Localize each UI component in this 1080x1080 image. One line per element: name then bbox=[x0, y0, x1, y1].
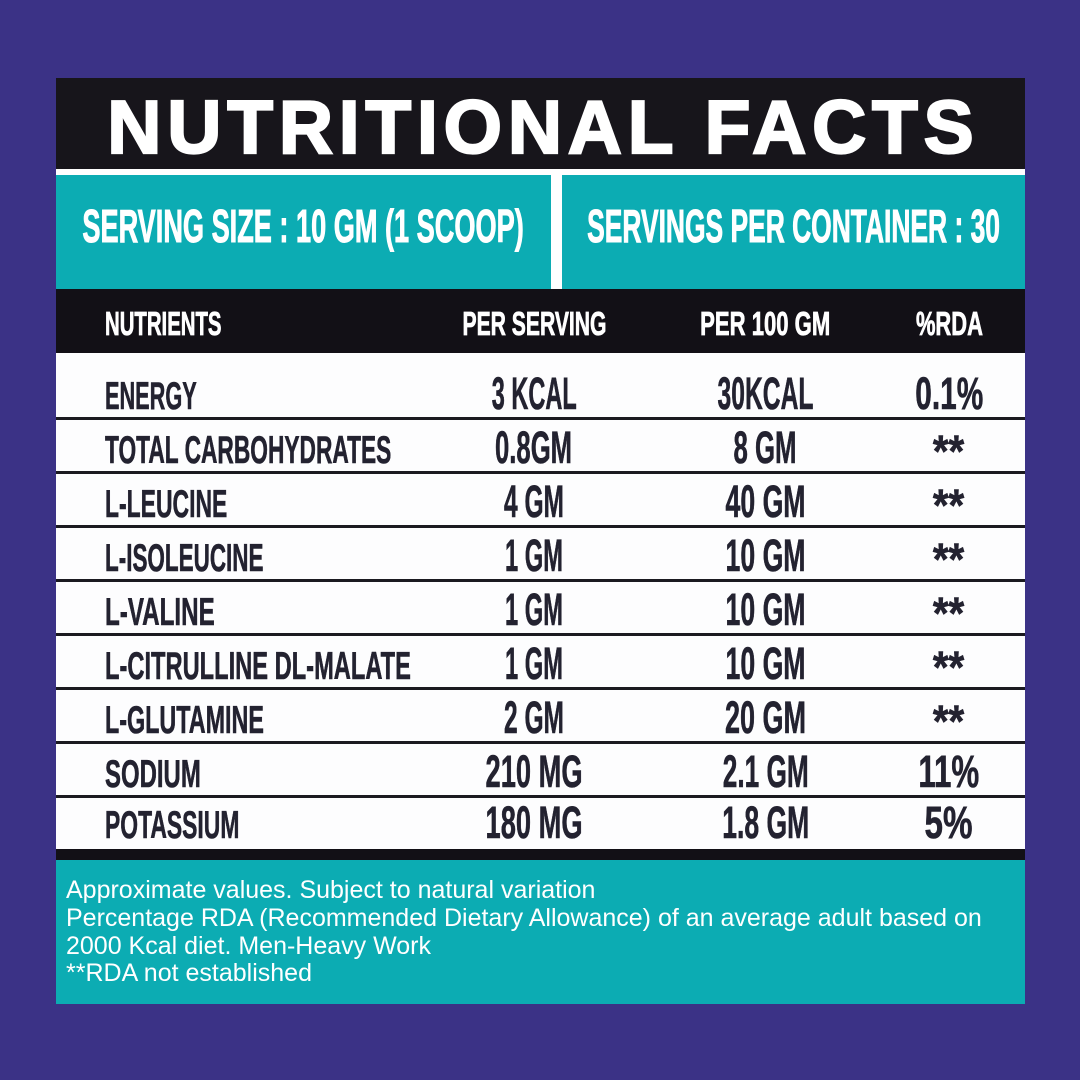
title-serving-divider bbox=[56, 169, 1025, 175]
per-100gm-value: 40 GM bbox=[725, 476, 806, 527]
table-row: TOTAL CARBOHYDRATES 0.8GM 8 GM ** bbox=[56, 420, 1025, 474]
table-row: L-CITRULLINE DL-MALATE 1 GM 10 GM ** bbox=[56, 636, 1025, 690]
per-100gm-value: 10 GM bbox=[725, 638, 806, 689]
per-serving-value: 1 GM bbox=[505, 638, 563, 689]
per-100gm-value: 2.1 GM bbox=[722, 746, 809, 797]
rda-value: 0.1% bbox=[914, 368, 983, 419]
per-100gm-value: 20 GM bbox=[724, 692, 807, 743]
footnotes: Approximate values. Subject to natural v… bbox=[56, 860, 1025, 1004]
footnote-line: Percentage RDA (Recommended Dietary Allo… bbox=[66, 903, 982, 932]
per-serving-value: 3 KCAL bbox=[491, 368, 577, 419]
rda-value: ** bbox=[933, 534, 965, 585]
serving-size-box: SERVING SIZE : 10 GM (1 SCOOP) bbox=[56, 175, 551, 289]
nutrient-name: L-LEUCINE bbox=[105, 483, 228, 526]
per-100gm-value: 30KCAL bbox=[717, 368, 814, 419]
title-bar: NUTRITIONAL FACTS bbox=[56, 78, 1025, 169]
per-serving-value: 4 GM bbox=[504, 476, 564, 527]
nutrient-name: L-CITRULLINE DL-MALATE bbox=[105, 645, 411, 688]
table-row: L-GLUTAMINE 2 GM 20 GM ** bbox=[56, 690, 1025, 744]
table-bottom-band bbox=[56, 849, 1025, 860]
rda-value: ** bbox=[933, 588, 965, 639]
rda-value: ** bbox=[933, 696, 965, 747]
nutrients-table: ENERGY 3 KCAL 30KCAL 0.1% TOTAL CARBOHYD… bbox=[56, 353, 1025, 849]
servings-per-container-label: SERVINGS PER CONTAINER : 30 bbox=[587, 200, 1000, 252]
table-row: POTASSIUM 180 MG 1.8 GM 5% bbox=[56, 798, 1025, 849]
column-header-nutrients: NUTRIENTS bbox=[105, 304, 222, 342]
table-row: SODIUM 210 MG 2.1 GM 11% bbox=[56, 744, 1025, 798]
servings-per-container-box: SERVINGS PER CONTAINER : 30 bbox=[562, 175, 1025, 289]
footnote-line: 2000 Kcal diet. Men-Heavy Work bbox=[66, 931, 431, 960]
rda-value: ** bbox=[933, 642, 965, 693]
footnote-line: Approximate values. Subject to natural v… bbox=[66, 876, 596, 904]
nutrient-name: L-VALINE bbox=[105, 591, 215, 634]
table-row: L-ISOLEUCINE 1 GM 10 GM ** bbox=[56, 528, 1025, 582]
column-header-per-100gm: PER 100 GM bbox=[700, 304, 831, 342]
rda-value: ** bbox=[933, 480, 965, 531]
nutrient-name: TOTAL CARBOHYDRATES bbox=[105, 429, 392, 472]
table-row: ENERGY 3 KCAL 30KCAL 0.1% bbox=[56, 353, 1025, 420]
rda-value: 5% bbox=[924, 797, 973, 848]
per-serving-value: 2 GM bbox=[504, 692, 564, 743]
serving-size-label: SERVING SIZE : 10 GM (1 SCOOP) bbox=[82, 200, 525, 252]
per-serving-value: 0.8GM bbox=[495, 422, 573, 473]
nutrient-name: L-GLUTAMINE bbox=[105, 699, 264, 742]
per-100gm-value: 10 GM bbox=[725, 584, 806, 635]
page-title: NUTRITIONAL FACTS bbox=[106, 85, 980, 169]
serving-divider bbox=[551, 175, 562, 289]
per-100gm-value: 8 GM bbox=[733, 422, 798, 473]
nutrient-name: POTASSIUM bbox=[105, 804, 240, 847]
table-row: L-VALINE 1 GM 10 GM ** bbox=[56, 582, 1025, 636]
nutrient-name: L-ISOLEUCINE bbox=[105, 537, 264, 580]
per-100gm-value: 10 GM bbox=[725, 530, 806, 581]
per-serving-value: 1 GM bbox=[505, 584, 563, 635]
per-serving-value: 1 GM bbox=[505, 530, 563, 581]
column-header-rda: %RDA bbox=[915, 304, 983, 342]
table-header-row: NUTRIENTS PER SERVING PER 100 GM %RDA bbox=[56, 289, 1025, 353]
nutrient-name: SODIUM bbox=[105, 753, 201, 796]
rda-value: 11% bbox=[918, 746, 980, 797]
per-serving-value: 180 MG bbox=[485, 797, 583, 848]
serving-bar: SERVING SIZE : 10 GM (1 SCOOP) SERVINGS … bbox=[56, 175, 1025, 289]
rda-value: ** bbox=[933, 426, 965, 477]
per-serving-value: 210 MG bbox=[485, 746, 583, 797]
table-row: L-LEUCINE 4 GM 40 GM ** bbox=[56, 474, 1025, 528]
footnote-line: **RDA not established bbox=[66, 959, 312, 988]
nutrition-label: NUTRITIONAL FACTS SERVING SIZE : 10 GM (… bbox=[56, 78, 1025, 1004]
column-header-per-serving: PER SERVING bbox=[462, 304, 607, 342]
nutrient-name: ENERGY bbox=[105, 375, 197, 418]
per-100gm-value: 1.8 GM bbox=[721, 797, 810, 848]
